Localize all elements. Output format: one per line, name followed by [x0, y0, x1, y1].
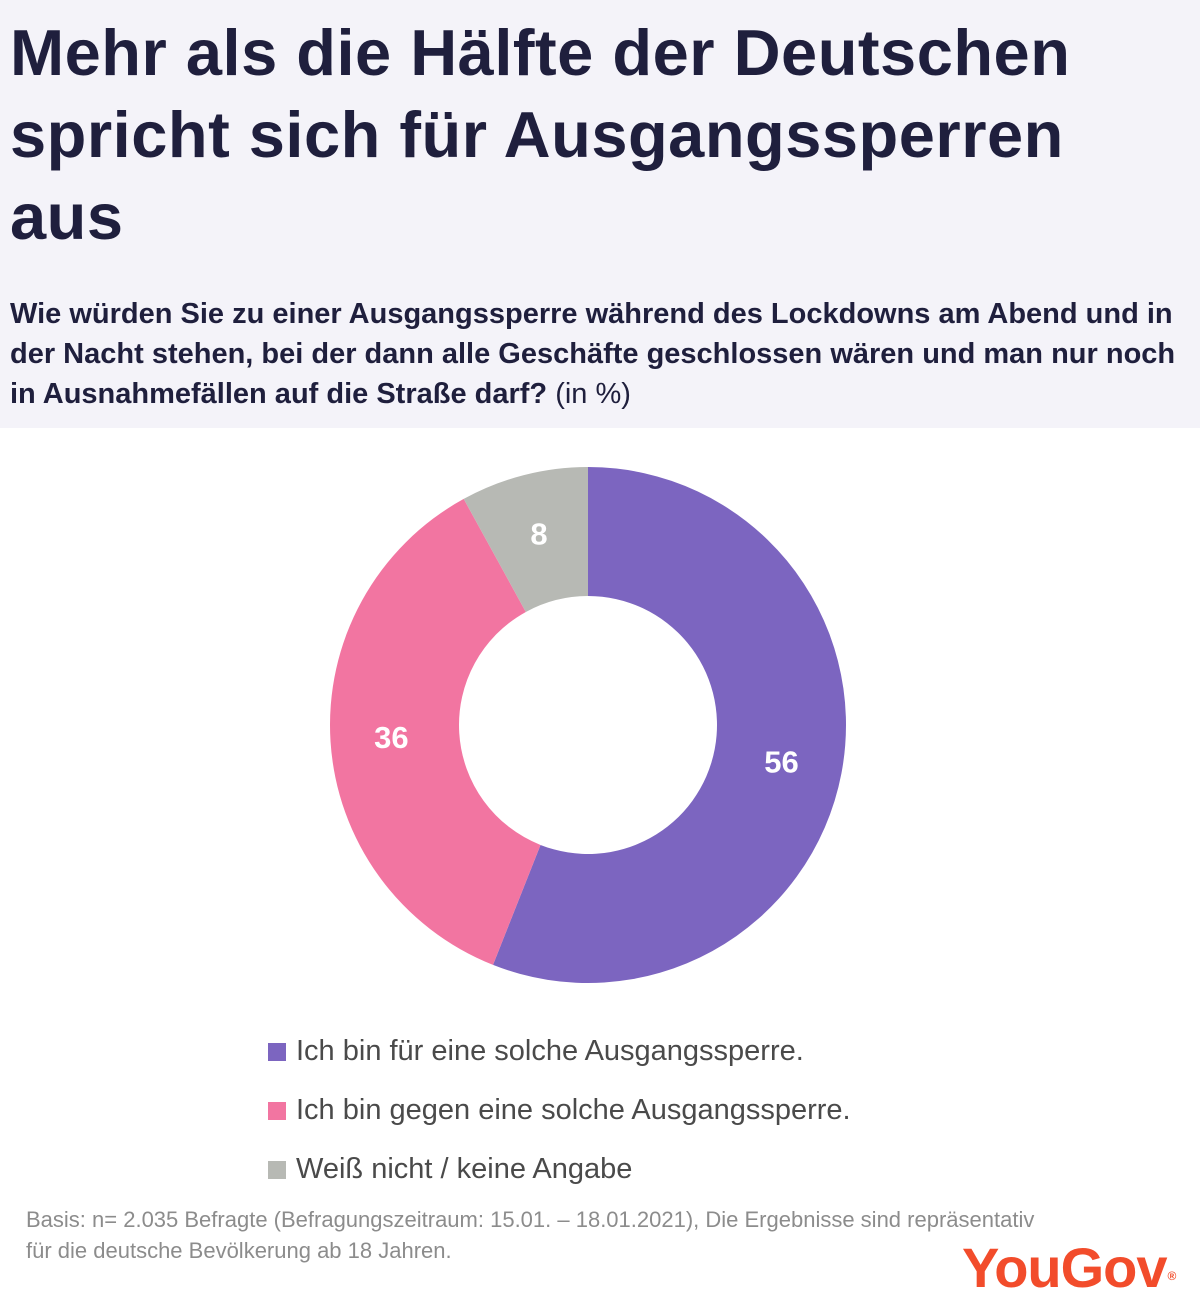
legend-swatch-weiss-nicht — [268, 1160, 286, 1179]
header-panel: Mehr als die Hälfte der Deutschen sprich… — [0, 0, 1200, 428]
legend-item-weiss-nicht: Weiß nicht / keine Angabe — [268, 1140, 1168, 1199]
chart-subtitle: Wie würden Sie zu einer Ausgangssperre w… — [10, 294, 1190, 414]
slice-dagegen — [330, 498, 541, 965]
legend-item-dagegen: Ich bin gegen eine solche Ausgangssperre… — [268, 1081, 1168, 1140]
legend-swatch-dagegen — [268, 1101, 286, 1120]
legend: Ich bin für eine solche Ausgangssperre. … — [268, 1022, 1168, 1199]
slice-dafuer — [493, 467, 846, 983]
donut-chart: 56 36 8 — [330, 467, 846, 983]
donut-slices — [330, 467, 846, 983]
slice-weiss-nicht-label: 8 — [530, 517, 547, 552]
logo-text: YouGov — [962, 1236, 1168, 1299]
yougov-logo: YouGov® — [962, 1236, 1177, 1299]
footnote: Basis: n= 2.035 Befragte (Befragungszeit… — [26, 1207, 1035, 1263]
legend-label-dagegen: Ich bin gegen eine solche Ausgangssperre… — [296, 1094, 851, 1126]
legend-swatch-dafuer — [268, 1042, 286, 1061]
legend-item-dafuer: Ich bin für eine solche Ausgangssperre. — [268, 1022, 1168, 1081]
slice-dafuer-label: 56 — [764, 744, 798, 779]
legend-label-dafuer: Ich bin für eine solche Ausgangssperre. — [296, 1035, 804, 1067]
legend-label-weiss-nicht: Weiß nicht / keine Angabe — [296, 1153, 633, 1185]
donut-labels: 56 36 8 — [374, 517, 799, 780]
survey-question: Wie würden Sie zu einer Ausgangssperre w… — [10, 298, 1176, 410]
chart-title: Mehr als die Hälfte der Deutschen sprich… — [10, 16, 1071, 253]
slice-weiss-nicht — [463, 467, 588, 612]
unit-label: (in %) — [555, 378, 631, 410]
slice-dagegen-label: 36 — [374, 720, 408, 755]
registered-mark: ® — [1167, 1269, 1177, 1283]
